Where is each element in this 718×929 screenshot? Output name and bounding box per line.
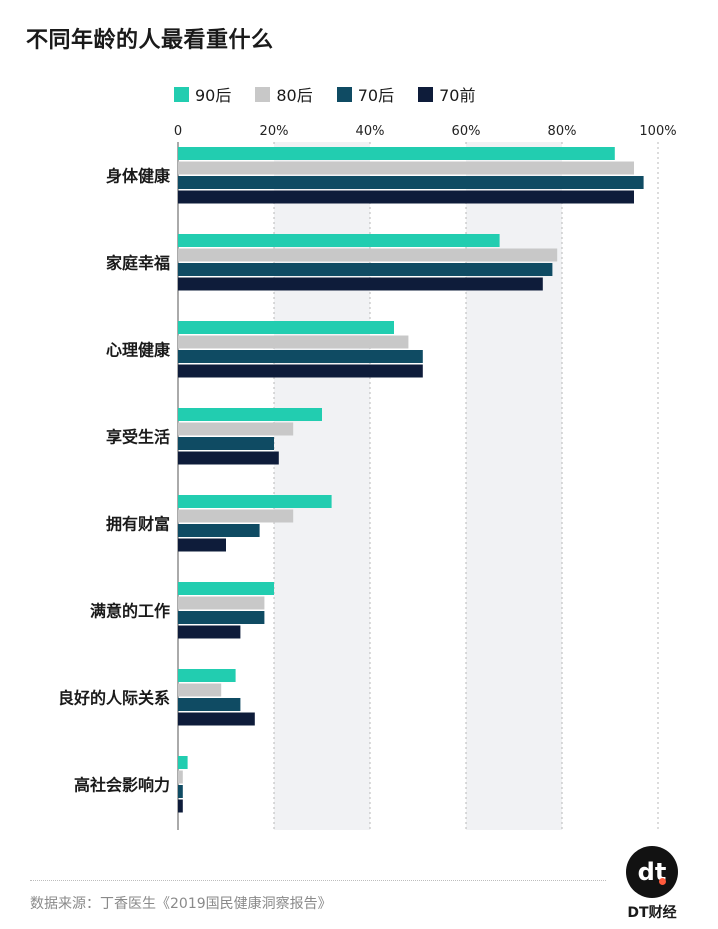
- x-tick-label: 80%: [548, 124, 577, 139]
- x-tick-label: 20%: [260, 124, 289, 139]
- x-tick-label: 100%: [639, 124, 676, 139]
- bar: [178, 669, 236, 682]
- bar: [178, 161, 634, 175]
- bar: [178, 509, 294, 523]
- bar: [178, 321, 394, 334]
- category-label: 家庭幸福: [106, 253, 170, 272]
- legend-swatch-pre70: [418, 86, 434, 102]
- x-tick-label: 0: [174, 124, 182, 139]
- legend-label-pre70: 70前: [439, 86, 476, 105]
- bar: [178, 147, 615, 160]
- category-label: 良好的人际关系: [58, 688, 170, 707]
- bar: [178, 234, 500, 247]
- legend-item-70s: 70后: [336, 82, 395, 106]
- bar: [178, 364, 423, 378]
- dt-logo: dt: [626, 846, 678, 898]
- x-tick-label: 40%: [356, 124, 385, 139]
- bar: [178, 451, 279, 465]
- legend-label-70s: 70后: [357, 86, 395, 105]
- bar: [178, 524, 260, 537]
- legend-swatch-80s: [255, 86, 271, 102]
- bar: [178, 277, 543, 291]
- dt-logo-mark: dt: [637, 858, 667, 886]
- bar: [178, 683, 222, 697]
- chart-title: 不同年龄的人最看重什么: [26, 28, 274, 53]
- legend-label-80s: 80后: [276, 86, 313, 105]
- legend-swatch-90s: [174, 86, 189, 102]
- bar: [178, 176, 644, 189]
- bar: [178, 538, 226, 552]
- bar: [178, 190, 634, 204]
- bar: [178, 263, 553, 276]
- brand-name: DT财经: [627, 905, 677, 921]
- bar: [178, 248, 558, 262]
- bar: [178, 799, 183, 813]
- x-tick-label: 60%: [452, 124, 481, 139]
- category-label: 高社会影响力: [74, 775, 170, 794]
- bar: [178, 625, 241, 639]
- legend-item-90s: 90后: [174, 82, 231, 106]
- data-source: 数据来源：丁香医生《2019国民健康洞察报告》: [30, 896, 332, 912]
- category-label: 拥有财富: [106, 514, 170, 533]
- bar: [178, 596, 265, 610]
- bar: [178, 582, 274, 595]
- bar: [178, 785, 183, 798]
- bar: [178, 756, 188, 769]
- bar: [178, 335, 409, 349]
- bar: [178, 770, 183, 784]
- legend-item-80s: 80后: [255, 82, 313, 106]
- category-label: 身体健康: [106, 166, 171, 185]
- bar: [178, 698, 241, 711]
- category-label: 享受生活: [106, 427, 170, 446]
- bar: [178, 611, 265, 624]
- legend-swatch-70s: [336, 86, 352, 102]
- bar: [178, 495, 332, 508]
- category-label: 心理健康: [106, 340, 171, 359]
- bar: [178, 422, 294, 436]
- bar: [178, 712, 255, 726]
- legend-item-pre70: 70前: [418, 82, 476, 106]
- category-label: 满意的工作: [90, 601, 170, 620]
- bar: [178, 350, 423, 363]
- dt-logo-dot: [659, 878, 666, 885]
- legend-label-90s: 90后: [195, 86, 232, 105]
- footer-divider: [30, 880, 606, 881]
- bar: [178, 408, 322, 421]
- legend: 90后 80后 70后 70前: [174, 82, 500, 106]
- bar: [178, 437, 274, 450]
